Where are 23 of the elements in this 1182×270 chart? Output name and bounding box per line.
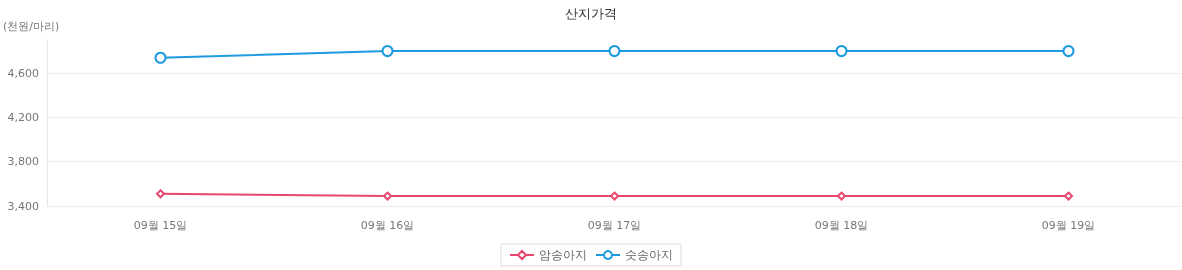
x-tick-label: 09월 15일 [133,219,188,232]
x-tick-label: 09월 19일 [1041,219,1096,232]
point [1062,45,1075,58]
y-tick-label: 4,200 [7,110,39,124]
point [608,45,621,58]
x-tick-label: 09월 18일 [814,219,869,232]
x-tick-label: 09월 17일 [587,219,642,232]
y-tick-label: 3,800 [7,155,39,169]
point [835,45,848,58]
point [610,191,619,201]
legend-label: 숫송아지 [625,248,673,262]
y-tick-label: 3,400 [7,199,39,213]
x-tick-label: 09월 16일 [360,219,415,232]
point [1064,191,1073,201]
point [837,191,846,201]
point [154,51,167,64]
point [383,191,392,201]
legend-label: 암송아지 [539,248,587,262]
point [381,45,394,58]
chart-title: 산지가격 [565,6,617,21]
point [156,189,165,199]
y-tick-label: 4,600 [7,66,39,80]
y-axis-title: (천원/마리) [3,20,60,33]
